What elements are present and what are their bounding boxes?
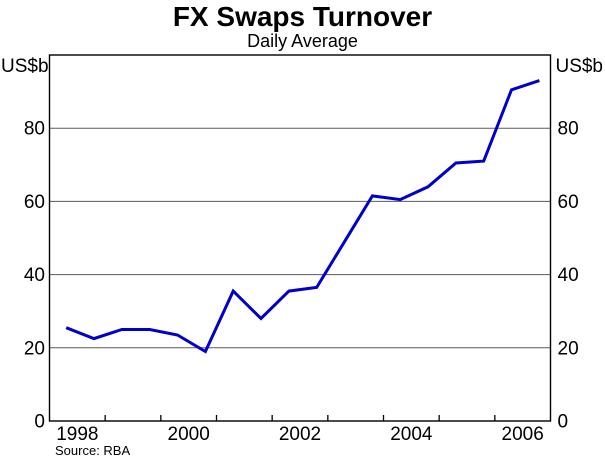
x-axis-label-1998: 1998	[56, 424, 98, 445]
y-axis-label-left-20: 20	[24, 338, 45, 359]
chart-title: FX Swaps Turnover	[172, 1, 433, 32]
x-axis-label-2002: 2002	[279, 424, 321, 445]
turnover-line	[65, 79, 540, 354]
y-axis-unit-left: US$b	[1, 56, 49, 77]
y-axis-label-left-60: 60	[24, 192, 45, 213]
chart-subtitle: Daily Average	[247, 31, 358, 51]
y-axis-label-right-40: 40	[558, 265, 579, 286]
x-axis-label-2004: 2004	[390, 424, 433, 445]
x-axis-label-2000: 2000	[168, 424, 210, 445]
y-axis-label-right-60: 60	[558, 192, 579, 213]
plot-border	[48, 54, 552, 422]
y-axis-unit-right: US$b	[555, 56, 603, 77]
y-axis-label-right-0: 0	[558, 412, 569, 433]
y-axis-label-left-80: 80	[24, 119, 45, 140]
y-axis-label-right-80: 80	[558, 119, 579, 140]
y-axis-label-left-0: 0	[34, 412, 45, 433]
y-axis-label-right-20: 20	[558, 338, 579, 359]
source-note: Source: RBA	[55, 443, 131, 458]
x-axis-label-2006: 2006	[502, 424, 544, 445]
y-axis-label-left-40: 40	[24, 265, 45, 286]
